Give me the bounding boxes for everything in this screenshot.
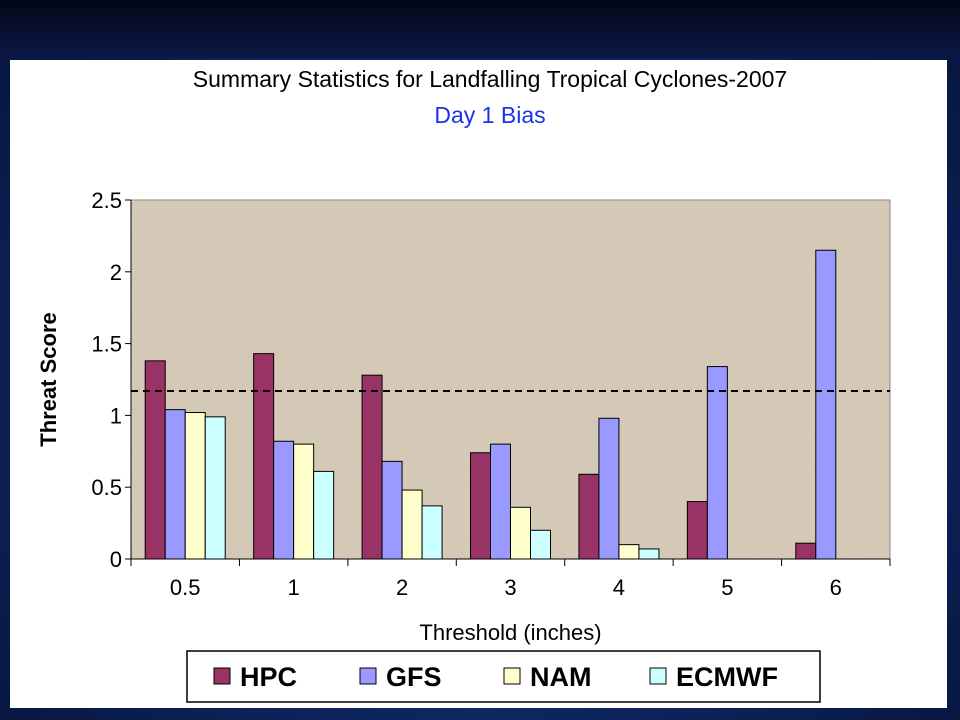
legend-box (186, 650, 821, 703)
x-tick-label: 6 (830, 575, 842, 600)
x-axis-label: Threshold (inches) (419, 620, 601, 645)
bar-hpc (470, 452, 491, 560)
bar-gfs (273, 440, 295, 560)
bar-gfs (164, 409, 186, 560)
bar-hpc (686, 501, 708, 560)
y-tick-label: 2.5 (91, 188, 122, 213)
bar-gfs (490, 443, 511, 560)
bar-nam (293, 443, 315, 560)
bar-hpc (578, 473, 600, 560)
legend-swatch-ecmwf (649, 667, 667, 685)
bar-hpc (795, 542, 817, 560)
bar-ecmwf (638, 548, 660, 560)
bar-gfs (815, 249, 837, 560)
bar-hpc (361, 374, 383, 560)
legend-swatch-nam (503, 667, 521, 685)
bar-nam (184, 412, 206, 560)
bar-ecmwf (313, 470, 335, 560)
y-tick-label: 0 (110, 547, 122, 572)
x-tick-label: 1 (288, 575, 300, 600)
x-tick-label: 4 (613, 575, 625, 600)
legend-swatch-hpc (213, 667, 231, 685)
y-tick-label: 1.5 (91, 332, 122, 357)
bar-gfs (381, 460, 403, 560)
bar-gfs (706, 366, 728, 560)
bar-hpc (253, 353, 275, 560)
bar-gfs (598, 417, 620, 560)
y-axis-label: Threat Score (36, 312, 61, 447)
legend-label-ecmwf: ECMWF (676, 662, 778, 692)
legend-label-hpc: HPC (240, 662, 297, 692)
x-tick-label: 2 (396, 575, 408, 600)
bar-nam (401, 489, 423, 560)
bar-ecmwf (421, 505, 443, 560)
x-tick-label: 0.5 (170, 575, 201, 600)
bar-chart: 0 0.5 1 1.5 2 2.5 0.5 1 2 3 4 5 6 Threshold (inches) T… (36, 188, 891, 703)
legend-swatch-gfs (359, 667, 377, 685)
x-tick-label: 5 (721, 575, 733, 600)
chart-panel: Summary Statistics for Landfalling Tropi… (10, 60, 947, 708)
bar-ecmwf (530, 529, 551, 560)
legend-label-gfs: GFS (386, 662, 442, 692)
x-tick-label: 3 (504, 575, 516, 600)
slide-header-band (0, 0, 960, 58)
y-tick-label: 2 (110, 260, 122, 285)
bar-ecmwf (204, 416, 226, 560)
chart-title: Summary Statistics for Landfalling Tropi… (192, 66, 788, 92)
y-tick-label: 1 (110, 403, 122, 428)
bar-nam (510, 506, 531, 560)
y-tick-label: 0.5 (91, 475, 122, 500)
legend-label-nam: NAM (530, 662, 592, 692)
chart-subtitle: Day 1 Bias (434, 102, 546, 128)
bar-nam (618, 544, 640, 560)
